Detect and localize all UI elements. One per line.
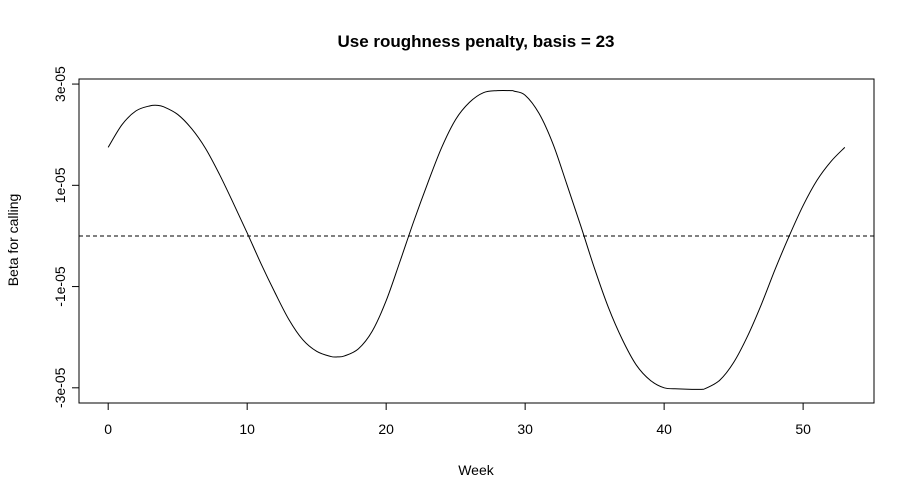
x-tick-label: 40 [656, 421, 672, 437]
x-tick-label: 0 [104, 421, 112, 437]
y-axis-label: Beta for calling [5, 194, 21, 287]
x-axis: 0 10 20 30 40 50 [104, 402, 811, 437]
y-tick-label: 1e-05 [52, 167, 68, 203]
y-tick-label: 3e-05 [52, 66, 68, 102]
x-tick-label: 50 [795, 421, 811, 437]
y-tick-label: -3e-05 [52, 367, 68, 408]
y-tick-label: -1e-05 [52, 266, 68, 307]
series-line-beta [107, 89, 846, 390]
x-tick-label: 10 [239, 421, 255, 437]
x-tick-label: 20 [378, 421, 394, 437]
chart-title: Use roughness penalty, basis = 23 [338, 32, 615, 51]
x-axis-label: Week [458, 462, 495, 478]
x-tick-label: 30 [517, 421, 533, 437]
